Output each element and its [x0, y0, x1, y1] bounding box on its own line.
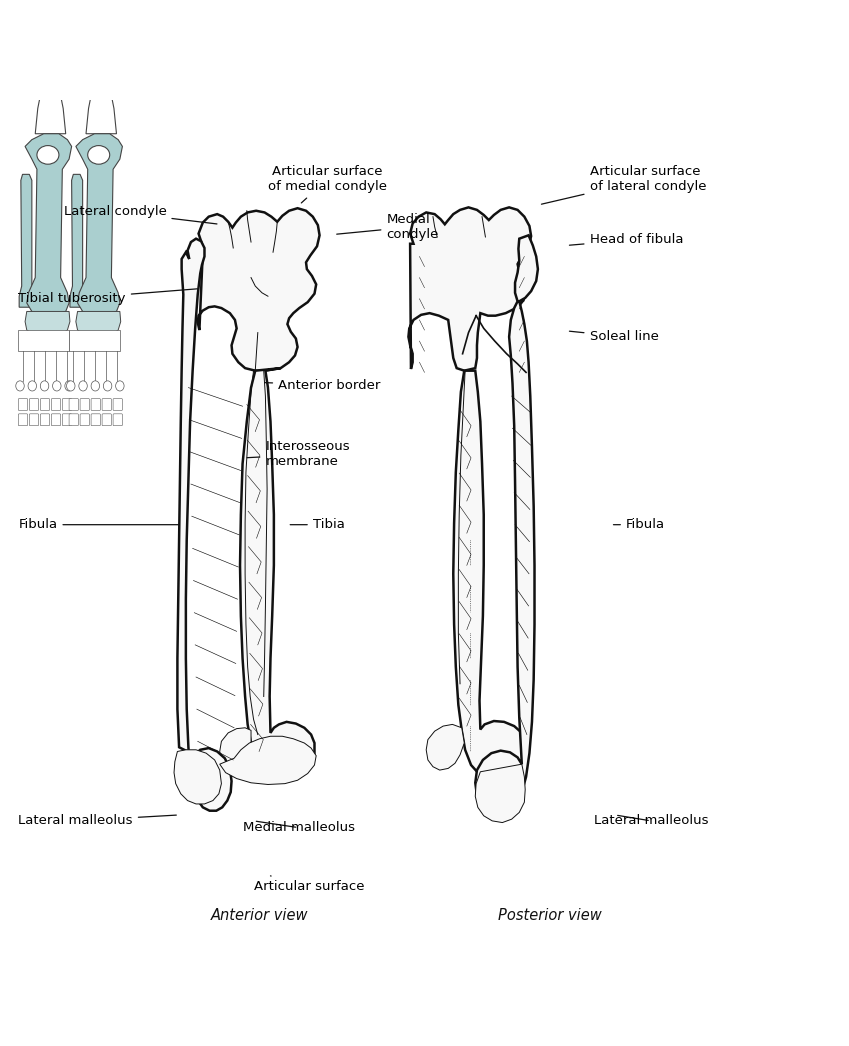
Polygon shape: [198, 208, 319, 370]
FancyBboxPatch shape: [80, 399, 89, 410]
Polygon shape: [220, 728, 251, 769]
FancyBboxPatch shape: [91, 414, 100, 426]
Ellipse shape: [16, 381, 25, 391]
Polygon shape: [19, 331, 69, 351]
FancyBboxPatch shape: [30, 399, 38, 410]
Polygon shape: [36, 87, 65, 134]
FancyBboxPatch shape: [51, 414, 60, 426]
Text: Articular surface: Articular surface: [254, 876, 364, 892]
FancyBboxPatch shape: [19, 414, 28, 426]
Text: Articular surface
of lateral condyle: Articular surface of lateral condyle: [542, 165, 706, 204]
Ellipse shape: [87, 145, 110, 164]
Polygon shape: [69, 331, 120, 351]
Polygon shape: [174, 750, 222, 804]
Polygon shape: [20, 175, 35, 308]
Text: Lateral malleolus: Lateral malleolus: [19, 815, 177, 827]
Polygon shape: [475, 765, 526, 822]
Text: Fibula: Fibula: [614, 518, 665, 531]
FancyBboxPatch shape: [19, 399, 28, 410]
Polygon shape: [70, 175, 85, 308]
Ellipse shape: [115, 381, 124, 391]
Text: Anterior view: Anterior view: [211, 908, 308, 924]
Text: Medial malleolus: Medial malleolus: [243, 821, 355, 834]
FancyBboxPatch shape: [30, 414, 38, 426]
Ellipse shape: [40, 381, 48, 391]
FancyBboxPatch shape: [91, 399, 100, 410]
Text: Head of fibula: Head of fibula: [570, 233, 683, 246]
Polygon shape: [25, 134, 71, 316]
Ellipse shape: [53, 381, 61, 391]
Polygon shape: [76, 134, 122, 316]
FancyBboxPatch shape: [69, 414, 78, 426]
Polygon shape: [25, 312, 70, 337]
FancyBboxPatch shape: [80, 414, 89, 426]
Polygon shape: [475, 235, 538, 814]
Ellipse shape: [79, 381, 87, 391]
Ellipse shape: [104, 381, 112, 391]
Text: Medial
condyle: Medial condyle: [337, 212, 439, 241]
Text: Tibia: Tibia: [290, 518, 345, 531]
Ellipse shape: [28, 381, 37, 391]
FancyBboxPatch shape: [113, 414, 122, 426]
Polygon shape: [408, 207, 531, 370]
Text: Interosseous
membrane: Interosseous membrane: [247, 440, 350, 469]
Polygon shape: [426, 725, 464, 770]
Ellipse shape: [37, 145, 59, 164]
Ellipse shape: [65, 381, 73, 391]
Polygon shape: [177, 238, 232, 811]
Text: Posterior view: Posterior view: [498, 908, 602, 924]
Ellipse shape: [66, 381, 75, 391]
Polygon shape: [220, 736, 316, 784]
FancyBboxPatch shape: [102, 399, 111, 410]
Polygon shape: [76, 312, 121, 337]
Text: Lateral condyle: Lateral condyle: [64, 205, 217, 224]
FancyBboxPatch shape: [51, 399, 60, 410]
Text: Lateral malleolus: Lateral malleolus: [593, 815, 708, 827]
FancyBboxPatch shape: [40, 399, 49, 410]
Text: Anterior border: Anterior border: [265, 379, 380, 391]
Polygon shape: [453, 370, 527, 780]
Text: Fibula: Fibula: [19, 518, 179, 531]
FancyBboxPatch shape: [69, 399, 78, 410]
FancyBboxPatch shape: [102, 414, 111, 426]
FancyBboxPatch shape: [113, 399, 122, 410]
Text: Soleal line: Soleal line: [570, 331, 658, 343]
Text: Tibial tuberosity: Tibial tuberosity: [19, 289, 198, 305]
Polygon shape: [86, 87, 116, 134]
Polygon shape: [240, 368, 314, 777]
FancyBboxPatch shape: [62, 414, 71, 426]
FancyBboxPatch shape: [62, 399, 71, 410]
Ellipse shape: [91, 381, 99, 391]
FancyBboxPatch shape: [40, 414, 49, 426]
Text: Articular surface
of medial condyle: Articular surface of medial condyle: [267, 165, 386, 203]
